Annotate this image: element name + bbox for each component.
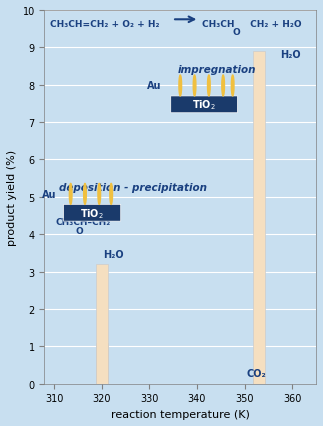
Text: H₂O: H₂O	[103, 249, 124, 259]
Text: impregnation: impregnation	[178, 65, 256, 75]
Circle shape	[193, 76, 196, 97]
Circle shape	[231, 76, 234, 97]
Text: Au: Au	[42, 190, 57, 199]
Text: TiO$_2$: TiO$_2$	[80, 206, 104, 220]
Bar	[96, 265, 108, 384]
Y-axis label: product yield (%): product yield (%)	[7, 150, 17, 245]
Text: CO₂: CO₂	[247, 368, 267, 378]
Text: H₂O: H₂O	[280, 50, 301, 60]
Text: Au: Au	[147, 81, 161, 91]
Circle shape	[207, 76, 210, 97]
Text: deposition - precipitation: deposition - precipitation	[59, 182, 207, 193]
Bar	[96, 343, 108, 384]
FancyBboxPatch shape	[171, 97, 237, 113]
Circle shape	[98, 184, 100, 205]
Text: O: O	[232, 28, 240, 37]
Circle shape	[84, 184, 86, 205]
Bar	[253, 52, 265, 384]
Text: CH₃CH=CH₂ + O₂ + H₂: CH₃CH=CH₂ + O₂ + H₂	[50, 20, 160, 29]
X-axis label: reaction temperature (K): reaction temperature (K)	[111, 409, 250, 419]
Circle shape	[69, 184, 72, 205]
Circle shape	[179, 76, 182, 97]
Text: O: O	[76, 227, 83, 236]
Text: CH₃CH     CH₂ + H₂O: CH₃CH CH₂ + H₂O	[202, 20, 302, 29]
Text: TiO$_2$: TiO$_2$	[192, 98, 216, 112]
Circle shape	[222, 76, 224, 97]
FancyBboxPatch shape	[64, 205, 121, 222]
Text: CH₃CH–CH₂: CH₃CH–CH₂	[55, 217, 110, 226]
Circle shape	[110, 184, 112, 205]
Bar	[253, 380, 265, 384]
